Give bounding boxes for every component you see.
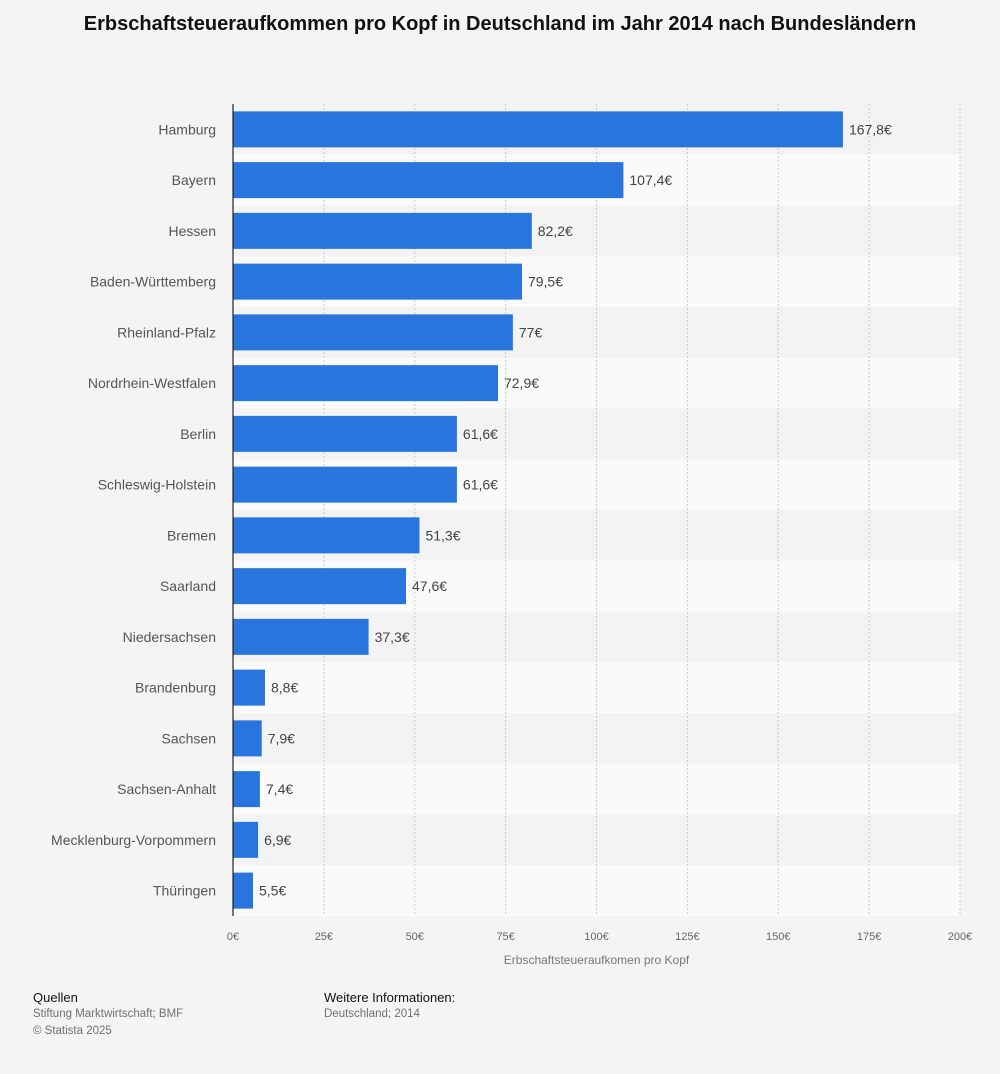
category-label: Thüringen <box>153 883 216 899</box>
bar[interactable] <box>233 821 259 858</box>
value-label: 61,6€ <box>463 477 498 493</box>
value-label: 7,4€ <box>266 781 293 797</box>
bar[interactable] <box>233 517 420 554</box>
info-heading[interactable]: Weitere Informationen: <box>324 990 456 1005</box>
value-label: 5,5€ <box>259 883 286 899</box>
grid-lines <box>323 104 961 916</box>
info-text: Deutschland; 2014 <box>324 1008 420 1020</box>
bar[interactable] <box>233 568 407 605</box>
category-label: Baden-Württemberg <box>90 274 216 290</box>
bar[interactable] <box>233 111 843 148</box>
category-label: Hessen <box>169 223 216 239</box>
category-label: Saarland <box>160 578 216 594</box>
value-label: 61,6€ <box>463 426 498 442</box>
category-label: Bayern <box>172 172 216 188</box>
bar[interactable] <box>233 415 457 452</box>
chart-title: Erbschaftsteueraufkommen pro Kopf in Deu… <box>83 13 917 35</box>
sources-block: Quellen Stiftung Marktwirtschaft; BMF © … <box>33 989 183 1040</box>
bar[interactable] <box>233 618 369 655</box>
category-label: Hamburg <box>158 121 216 137</box>
x-tick-label: 100€ <box>584 931 608 943</box>
category-label: Rheinland-Pfalz <box>117 324 216 340</box>
bar[interactable] <box>233 162 624 199</box>
category-label: Mecklenburg-Vorpommern <box>51 832 216 848</box>
bar[interactable] <box>233 771 260 808</box>
category-label: Niedersachsen <box>123 629 216 645</box>
value-label: 37,3€ <box>375 629 410 645</box>
category-label: Nordrhein-Westfalen <box>88 375 216 391</box>
sources-text: Stiftung Marktwirtschaft; BMF <box>33 1008 184 1020</box>
bar[interactable] <box>233 466 457 503</box>
sources-heading[interactable]: Quellen <box>33 990 78 1005</box>
category-labels: Hamburg Bayern Hessen Baden-Württemberg Rhei… <box>51 121 216 898</box>
bar[interactable] <box>233 720 262 757</box>
bar[interactable] <box>233 365 498 402</box>
category-label: Bremen <box>167 527 216 543</box>
value-label: 167,8€ <box>849 121 892 137</box>
x-tick-label: 175€ <box>857 931 881 943</box>
bars <box>233 111 843 909</box>
value-label: 6,9€ <box>264 832 291 848</box>
x-axis-label: Erbschaftsteueraufkomen pro Kopf <box>504 953 690 967</box>
value-label: 82,2€ <box>538 223 573 239</box>
value-label: 72,9€ <box>504 375 539 391</box>
x-tick-labels: 0€ 25€ 50€ 75€ 100€ 125€ 150€ 175€ 200€ <box>227 931 972 943</box>
category-label: Brandenburg <box>135 680 216 696</box>
category-label: Berlin <box>180 426 216 442</box>
value-label: 107,4€ <box>629 172 672 188</box>
copyright-text: © Statista 2025 <box>33 1025 112 1037</box>
value-label: 8,8€ <box>271 680 298 696</box>
bar[interactable] <box>233 314 513 351</box>
info-block: Weitere Informationen: Deutschland; 2014 <box>324 989 455 1023</box>
x-tick-label: 75€ <box>496 931 514 943</box>
value-label: 7,9€ <box>268 730 295 746</box>
x-tick-label: 150€ <box>766 931 790 943</box>
category-label: Sachsen-Anhalt <box>117 781 216 797</box>
category-label: Schleswig-Holstein <box>98 477 216 493</box>
bar[interactable] <box>233 263 522 300</box>
x-tick-label: 0€ <box>227 931 239 943</box>
x-tick-label: 125€ <box>675 931 699 943</box>
value-label: 47,6€ <box>412 578 447 594</box>
category-label: Sachsen <box>162 730 216 746</box>
x-tick-label: 25€ <box>315 931 333 943</box>
bar-chart: Hamburg Bayern Hessen Baden-Württemberg Rhei… <box>51 104 972 967</box>
bar[interactable] <box>233 872 253 909</box>
bar[interactable] <box>233 669 265 706</box>
bar[interactable] <box>233 212 532 249</box>
x-tick-label: 200€ <box>948 931 972 943</box>
x-tick-label: 50€ <box>406 931 424 943</box>
value-label: 79,5€ <box>528 274 563 290</box>
value-label: 51,3€ <box>425 527 460 543</box>
value-labels: 167,8€ 107,4€ 82,2€ 79,5€ 77€ 72,9€ 61,6€ 61,6€… <box>259 121 892 898</box>
value-label: 77€ <box>519 324 543 340</box>
